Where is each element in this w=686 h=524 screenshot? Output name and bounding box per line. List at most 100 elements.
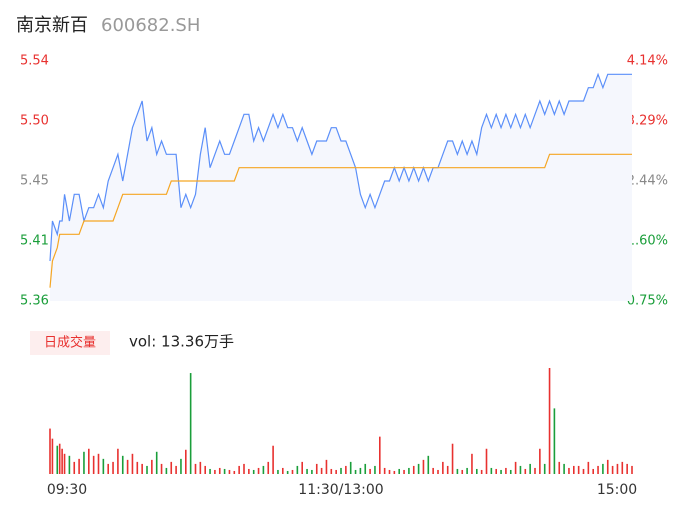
volume-bar (500, 469, 502, 474)
volume-bar (379, 436, 381, 474)
volume-bar (388, 469, 391, 474)
volume-bar (126, 459, 129, 474)
volume-bar (83, 451, 85, 474)
volume-bar (412, 465, 415, 474)
volume-bar (267, 461, 270, 474)
volume-bar (262, 465, 265, 474)
y-tick-label: 5.45 (20, 174, 49, 189)
volume-bar (485, 448, 488, 474)
volume-bar (107, 463, 109, 474)
volume-bar (282, 467, 284, 474)
volume-bar (88, 448, 90, 474)
volume-bar (320, 467, 323, 474)
volume-bar (151, 459, 153, 474)
volume-bar (354, 469, 357, 474)
volume-bar (417, 463, 420, 474)
volume-bar (563, 463, 565, 474)
volume-bar (204, 465, 206, 474)
volume-bar (272, 445, 274, 474)
y-tick-label: 5.41 (20, 234, 49, 249)
volume-bar (170, 461, 173, 474)
volume-bar (403, 469, 405, 474)
volume-bar (359, 467, 362, 474)
volume-bar (51, 438, 54, 474)
volume-bar (296, 465, 299, 474)
volume-bar (61, 448, 63, 474)
x-tick-label: 11:30/13:00 (298, 482, 383, 498)
volume-bar (471, 453, 473, 474)
volume-bar (306, 468, 308, 474)
volume-bar (286, 470, 289, 474)
volume-bar (369, 468, 371, 474)
x-tick-label: 09:30 (47, 482, 87, 498)
volume-bar (131, 453, 134, 474)
volume-bar (529, 463, 531, 474)
volume-bar (577, 465, 580, 474)
volume-bar (160, 463, 163, 474)
volume-bar (233, 470, 236, 474)
volume-bar (543, 463, 546, 474)
volume-bar (49, 428, 51, 474)
volume-bar (592, 468, 594, 474)
volume-bar (408, 467, 410, 474)
volume-bar (398, 468, 400, 474)
volume-bar (524, 468, 527, 474)
volume-bar (349, 461, 352, 474)
volume-bar (422, 459, 425, 474)
volume-bar (97, 453, 100, 474)
volume-bar (78, 458, 80, 474)
volume-bar (63, 453, 66, 474)
volume-bar (117, 448, 119, 474)
volume-bar (92, 455, 95, 474)
average-line (49, 153, 632, 288)
y2-tick-label: 3.29% (627, 114, 668, 129)
volume-bar (606, 459, 609, 474)
y-tick-label: 5.36 (20, 294, 49, 309)
volume-bar (476, 468, 478, 474)
volume-bar (238, 465, 240, 474)
volume-bar (252, 469, 255, 474)
volume-bar (364, 463, 367, 474)
volume-bar (393, 470, 396, 474)
volume-bar (228, 469, 231, 474)
volume-bar (553, 408, 556, 474)
volume-bar (155, 451, 158, 474)
y2-tick-label: 1.60% (627, 234, 668, 249)
volume-bar (68, 455, 71, 474)
volume-bar (345, 465, 347, 474)
volume-bar (621, 461, 624, 474)
volume-bar (539, 448, 541, 474)
volume-bar (442, 461, 444, 474)
volume-bar (519, 465, 522, 474)
volume-bar (587, 461, 590, 474)
volume-bar (194, 463, 197, 474)
volume-bar (451, 443, 454, 474)
volume-legend: 日成交量 (44, 335, 96, 351)
y2-tick-label: 4.14% (627, 54, 668, 69)
volume-bar (514, 461, 517, 474)
volume-bar (495, 468, 497, 474)
stock-code: 600682.SH (101, 15, 200, 36)
volume-bar (248, 468, 250, 474)
volume-bar (611, 465, 614, 474)
volume-bar (315, 463, 318, 474)
volume-bar (480, 469, 483, 474)
volume-bar (446, 465, 449, 474)
volume-bar (189, 373, 192, 474)
volume-bar (325, 459, 328, 474)
volume-bar (223, 468, 226, 474)
volume-bar (243, 463, 245, 474)
volume-bar (121, 455, 124, 474)
volume-bar (505, 467, 507, 474)
volume-bar (311, 469, 313, 474)
volume-bar (573, 465, 575, 474)
volume-bar (199, 461, 202, 474)
volume-bar (597, 465, 599, 474)
volume-bar (218, 467, 221, 474)
stock-name: 南京新百 (16, 15, 88, 36)
volume-bar (558, 461, 561, 474)
volume-bar (374, 465, 376, 474)
volume-bar (631, 465, 633, 474)
volume-bar (277, 469, 279, 474)
